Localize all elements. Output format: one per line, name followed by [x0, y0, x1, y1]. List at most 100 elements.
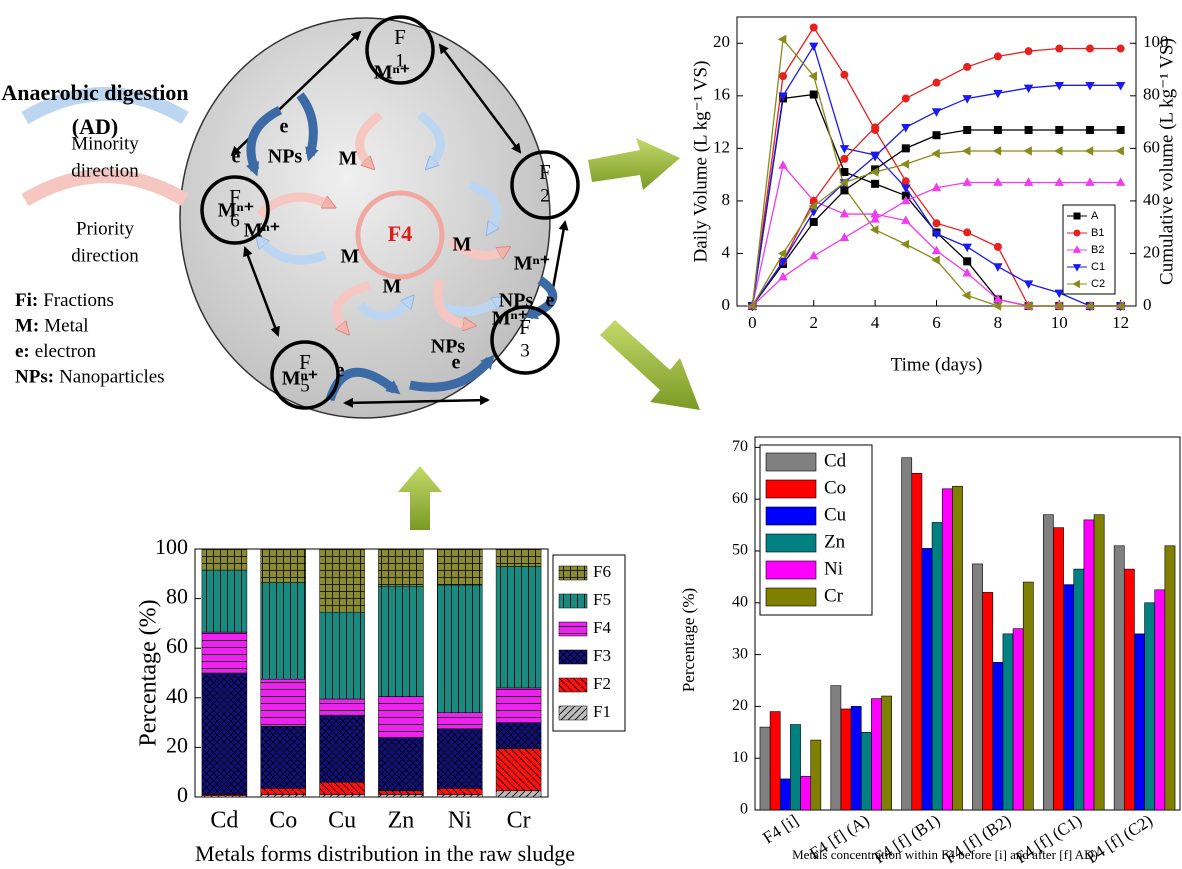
- diagram-label: NPs: [431, 336, 466, 358]
- y-tick-label: 10: [732, 749, 748, 766]
- node-letter: F: [394, 25, 406, 49]
- marker: [839, 145, 850, 154]
- x-axis-label: Time (days): [891, 354, 983, 375]
- center-ring: [355, 190, 445, 280]
- marker: [869, 167, 879, 177]
- legend-label: F4: [593, 618, 611, 637]
- bar-segment: [319, 781, 365, 795]
- definition: M: Metal: [15, 316, 89, 337]
- marker: [779, 72, 788, 81]
- marker: [931, 148, 940, 159]
- marker: [809, 42, 819, 52]
- diagram-label: NPs: [268, 146, 303, 168]
- x-tick-label: Co: [269, 808, 297, 834]
- bar: [1073, 568, 1085, 811]
- pointer-arrow: [600, 320, 700, 410]
- node-letter: F: [539, 160, 551, 184]
- y-tick-label: 60: [732, 490, 748, 507]
- x-tick-label: 6: [932, 313, 941, 332]
- y-tick-label: 0: [177, 782, 188, 807]
- marker: [901, 124, 911, 133]
- legend-label: B2: [1091, 244, 1104, 256]
- marker: [1085, 177, 1095, 186]
- diagram-label: M: [341, 246, 360, 268]
- bar: [830, 685, 842, 811]
- marker: [1115, 177, 1126, 186]
- exchange-arrow: [343, 395, 490, 408]
- marker: [1084, 301, 1094, 311]
- y-tick-label: 40: [1143, 190, 1160, 209]
- bar: [941, 488, 953, 811]
- definition-term: e:: [15, 341, 30, 362]
- marker: [993, 125, 1002, 134]
- marker: [869, 225, 879, 235]
- definition-meaning: Fractions: [43, 290, 114, 311]
- bar: [1144, 602, 1156, 811]
- marker: [840, 168, 849, 177]
- bar: [1134, 633, 1145, 811]
- y-tick-label: 4: [722, 242, 731, 261]
- direction-label: direction: [71, 160, 139, 181]
- marker: [778, 92, 788, 102]
- legend-label: Co: [824, 477, 846, 498]
- bar-segment: [437, 728, 483, 789]
- diagram-label: M: [383, 276, 402, 298]
- marker: [871, 123, 880, 132]
- legend-frame: [552, 554, 626, 732]
- marker: [808, 71, 818, 81]
- diagram-title: Anaerobic digestion: [1, 80, 188, 105]
- bar: [1123, 568, 1135, 811]
- y-tick-label: 16: [713, 85, 730, 104]
- marker: [931, 245, 942, 255]
- x-tick-label: 12: [1112, 313, 1129, 332]
- x-tick-label: Ni: [448, 808, 472, 834]
- legend-label: B1: [1091, 227, 1104, 239]
- marker: [839, 232, 850, 241]
- marker: [1116, 125, 1125, 134]
- electron-arrow: [523, 276, 558, 320]
- diagram-label: Mⁿ⁺: [244, 220, 280, 242]
- marker: [839, 208, 850, 218]
- x-tick-label: 8: [994, 313, 1003, 332]
- legend-swatch: [765, 560, 817, 580]
- marker: [1072, 279, 1080, 289]
- marker: [747, 301, 756, 311]
- cycle-arrows: [256, 111, 505, 330]
- priority-arc: [256, 192, 330, 219]
- node-letter: F: [299, 350, 311, 374]
- legend-label: F2: [593, 674, 611, 693]
- y-tick-label: 20: [1143, 242, 1160, 261]
- marker: [808, 201, 818, 211]
- y-axis-label: Daily Volume (L kg⁻¹ VS): [690, 61, 711, 263]
- bar: [931, 522, 943, 811]
- x-tick-label: 10: [1051, 313, 1068, 332]
- marker: [840, 154, 849, 163]
- marker: [1055, 125, 1064, 134]
- y-tick-label: 100: [1143, 32, 1169, 51]
- bar: [871, 698, 882, 811]
- bar-segment: [378, 585, 424, 697]
- x-tick-label: Cr: [507, 808, 531, 834]
- bar-segment: [260, 548, 306, 583]
- marker: [962, 243, 972, 253]
- bar: [1063, 584, 1075, 811]
- legend-label: Zn: [824, 531, 846, 552]
- x-tick-label: 4: [871, 313, 880, 332]
- bar-segment: [495, 548, 542, 567]
- marker: [840, 70, 849, 79]
- fraction-node: [510, 150, 580, 220]
- diagram-label: Mⁿ⁺: [492, 308, 528, 330]
- marker: [1116, 44, 1125, 53]
- definition: e: electron: [15, 341, 96, 362]
- marker: [1023, 146, 1032, 156]
- priority-arc: [433, 278, 470, 325]
- legend-swatch: [558, 593, 588, 609]
- marker: [931, 255, 940, 265]
- bar: [800, 776, 812, 811]
- marker: [839, 177, 848, 188]
- minority-arc: [356, 300, 410, 321]
- bar: [881, 695, 893, 811]
- y-tick-label: 20: [166, 732, 188, 757]
- legend-label: Cr: [824, 585, 844, 606]
- marker: [901, 215, 911, 224]
